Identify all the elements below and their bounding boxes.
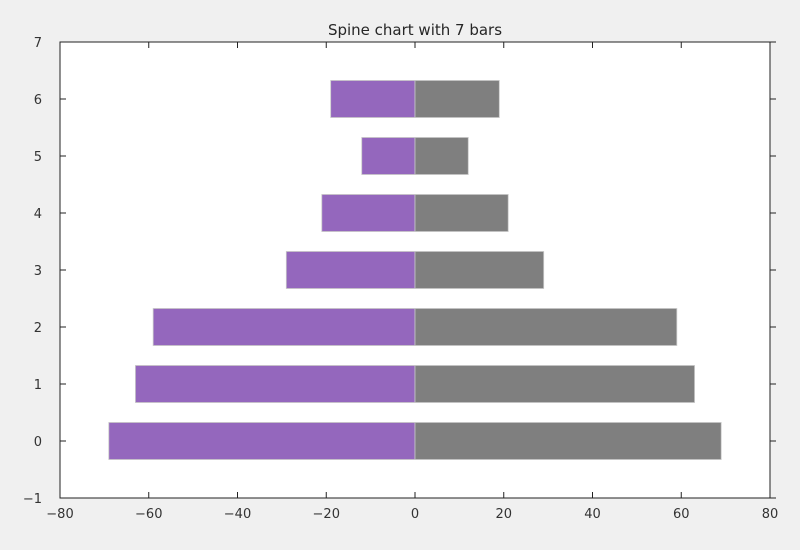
left-bar-5 bbox=[361, 137, 416, 175]
y-tick-label: −1 bbox=[23, 492, 42, 507]
right-bar-2 bbox=[414, 308, 678, 346]
left-bar-6 bbox=[330, 80, 416, 118]
x-tick-label: −40 bbox=[224, 507, 251, 522]
ticks-layer: −80 −60 −40 −20 0 20 40 60 80 −1 0 1 2 3 4 5 6 7 bbox=[23, 36, 778, 522]
x-tick-label: −80 bbox=[46, 507, 73, 522]
x-tick-label: 80 bbox=[762, 507, 779, 522]
right-bar-0 bbox=[414, 422, 722, 460]
right-bar-6 bbox=[414, 80, 500, 118]
right-bar-3 bbox=[414, 251, 545, 289]
x-tick-label: 40 bbox=[584, 507, 601, 522]
right-bar-5 bbox=[414, 137, 469, 175]
left-bar-0 bbox=[108, 422, 416, 460]
x-tick-label: −20 bbox=[313, 507, 340, 522]
y-tick-label: 7 bbox=[34, 36, 42, 51]
left-bar-4 bbox=[321, 194, 416, 232]
y-tick-label: 5 bbox=[34, 150, 42, 165]
x-tick-label: 0 bbox=[411, 507, 419, 522]
right-bar-4 bbox=[414, 194, 509, 232]
right-bar-1 bbox=[414, 365, 695, 403]
left-bar-1 bbox=[135, 365, 416, 403]
y-tick-label: 3 bbox=[34, 264, 42, 279]
chart-title: Spine chart with 7 bars bbox=[328, 21, 502, 39]
y-tick-label: 2 bbox=[34, 321, 42, 336]
y-tick-label: 6 bbox=[34, 93, 42, 108]
y-tick-label: 1 bbox=[34, 378, 42, 393]
y-tick-label: 0 bbox=[34, 435, 42, 450]
x-tick-label: 60 bbox=[673, 507, 690, 522]
left-bar-2 bbox=[152, 308, 416, 346]
bars-layer bbox=[108, 80, 722, 460]
x-tick-label: −60 bbox=[135, 507, 162, 522]
left-bar-3 bbox=[285, 251, 416, 289]
y-tick-label: 4 bbox=[34, 207, 42, 222]
x-tick-label: 20 bbox=[495, 507, 512, 522]
